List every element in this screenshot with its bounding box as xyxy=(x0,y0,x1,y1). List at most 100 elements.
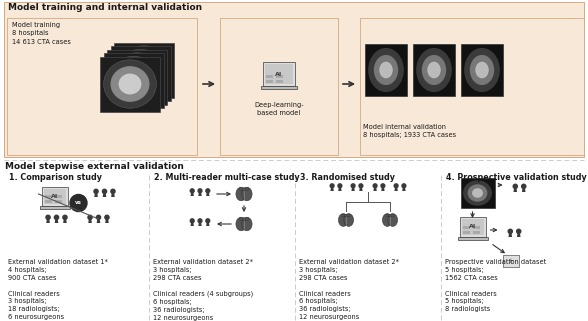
Ellipse shape xyxy=(463,180,492,206)
Polygon shape xyxy=(191,192,194,196)
Polygon shape xyxy=(330,187,334,191)
Ellipse shape xyxy=(342,214,345,217)
Ellipse shape xyxy=(114,49,167,98)
Text: External validation dataset 2*
3 hospitals;
298 CTA cases

Clinical readers
6 ho: External validation dataset 2* 3 hospita… xyxy=(299,259,399,320)
Polygon shape xyxy=(206,192,209,196)
Circle shape xyxy=(55,215,59,220)
Polygon shape xyxy=(198,222,202,226)
Polygon shape xyxy=(55,219,58,223)
FancyBboxPatch shape xyxy=(463,226,469,229)
FancyBboxPatch shape xyxy=(100,56,160,111)
FancyBboxPatch shape xyxy=(276,75,283,78)
Circle shape xyxy=(351,184,355,188)
FancyBboxPatch shape xyxy=(266,80,273,83)
FancyBboxPatch shape xyxy=(45,195,52,198)
FancyBboxPatch shape xyxy=(44,189,65,204)
Ellipse shape xyxy=(422,55,446,85)
Circle shape xyxy=(330,184,334,188)
FancyBboxPatch shape xyxy=(4,2,584,157)
Circle shape xyxy=(102,189,106,194)
FancyBboxPatch shape xyxy=(107,49,167,105)
Circle shape xyxy=(402,184,406,188)
Polygon shape xyxy=(381,187,385,191)
FancyBboxPatch shape xyxy=(503,255,519,267)
Ellipse shape xyxy=(386,214,389,217)
FancyBboxPatch shape xyxy=(39,205,69,209)
Polygon shape xyxy=(63,219,66,223)
Text: Model training
8 hospitals
14 613 CTA cases: Model training 8 hospitals 14 613 CTA ca… xyxy=(12,22,71,45)
Polygon shape xyxy=(513,188,517,192)
Circle shape xyxy=(70,195,87,212)
Ellipse shape xyxy=(111,53,163,101)
Text: External validation dataset 1*
4 hospitals;
900 CTA cases

Clinical readers
3 ho: External validation dataset 1* 4 hospita… xyxy=(8,259,108,320)
Circle shape xyxy=(381,184,385,188)
FancyBboxPatch shape xyxy=(261,85,297,89)
Ellipse shape xyxy=(103,60,156,108)
Polygon shape xyxy=(402,187,406,191)
Text: 3. Randomised study: 3. Randomised study xyxy=(300,173,395,182)
Polygon shape xyxy=(105,219,109,223)
Polygon shape xyxy=(111,193,115,197)
Ellipse shape xyxy=(242,217,252,231)
Polygon shape xyxy=(206,222,209,226)
Circle shape xyxy=(191,219,194,223)
Text: External validation dataset 2*
3 hospitals;
298 CTA cases

Clinical readers (4 s: External validation dataset 2* 3 hospita… xyxy=(153,259,253,321)
Circle shape xyxy=(105,215,109,220)
FancyBboxPatch shape xyxy=(7,18,197,155)
Ellipse shape xyxy=(133,60,155,81)
Circle shape xyxy=(206,219,210,223)
Polygon shape xyxy=(522,188,526,192)
Ellipse shape xyxy=(379,62,393,78)
Circle shape xyxy=(522,184,526,188)
Text: AI: AI xyxy=(469,224,476,230)
Text: 4. Prospective validation study: 4. Prospective validation study xyxy=(446,173,587,182)
Ellipse shape xyxy=(374,55,398,85)
Circle shape xyxy=(338,184,342,188)
FancyBboxPatch shape xyxy=(462,219,483,235)
Polygon shape xyxy=(103,193,106,197)
Text: 2. Multi-reader multi-case study: 2. Multi-reader multi-case study xyxy=(154,173,300,182)
Ellipse shape xyxy=(119,74,141,94)
FancyBboxPatch shape xyxy=(460,178,495,208)
Ellipse shape xyxy=(114,63,153,98)
FancyBboxPatch shape xyxy=(276,80,283,83)
Text: Prospective validation dataset
5 hospitals;
1562 CTA cases

Clinical readers
5 h: Prospective validation dataset 5 hospita… xyxy=(445,259,546,312)
Circle shape xyxy=(206,189,210,193)
Ellipse shape xyxy=(427,62,441,78)
FancyBboxPatch shape xyxy=(220,18,338,155)
FancyBboxPatch shape xyxy=(365,44,407,96)
FancyBboxPatch shape xyxy=(463,231,469,234)
FancyBboxPatch shape xyxy=(459,217,486,237)
Text: 1. Comparison study: 1. Comparison study xyxy=(9,173,102,182)
Ellipse shape xyxy=(464,48,500,92)
Circle shape xyxy=(198,219,202,223)
Ellipse shape xyxy=(245,188,249,191)
Text: AI: AI xyxy=(51,194,58,199)
FancyBboxPatch shape xyxy=(461,44,503,96)
Ellipse shape xyxy=(122,70,145,91)
Circle shape xyxy=(513,184,517,188)
Ellipse shape xyxy=(118,59,156,95)
Ellipse shape xyxy=(345,214,348,217)
Ellipse shape xyxy=(472,188,483,198)
Circle shape xyxy=(373,184,377,188)
Text: Model stepwise external validation: Model stepwise external validation xyxy=(5,162,184,171)
Ellipse shape xyxy=(242,218,246,221)
Circle shape xyxy=(359,184,363,188)
Ellipse shape xyxy=(388,214,392,217)
FancyBboxPatch shape xyxy=(473,231,479,234)
Circle shape xyxy=(46,215,50,220)
FancyBboxPatch shape xyxy=(55,200,62,203)
Ellipse shape xyxy=(239,188,243,191)
Circle shape xyxy=(508,229,512,233)
FancyBboxPatch shape xyxy=(413,44,455,96)
FancyBboxPatch shape xyxy=(360,18,584,155)
Circle shape xyxy=(96,215,101,220)
Ellipse shape xyxy=(416,48,452,92)
Ellipse shape xyxy=(242,188,246,191)
FancyBboxPatch shape xyxy=(473,226,479,229)
Text: Deep-learning-
based model: Deep-learning- based model xyxy=(254,102,304,116)
Circle shape xyxy=(394,184,398,188)
Ellipse shape xyxy=(347,214,350,217)
Circle shape xyxy=(88,215,92,220)
